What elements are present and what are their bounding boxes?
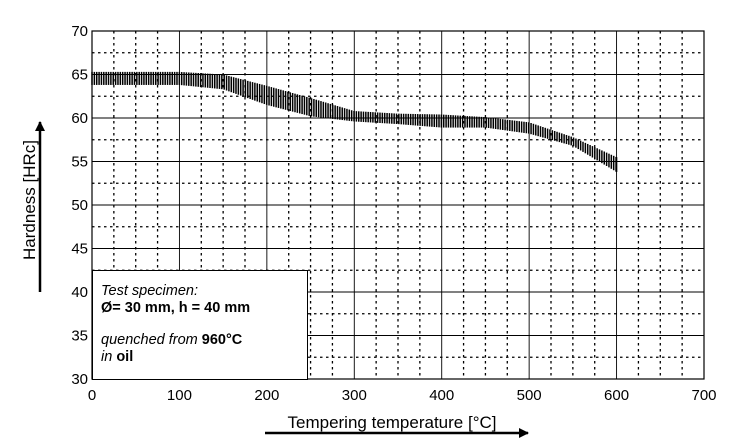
- note-dimensions: Ø= 30 mm, h = 40 mm: [101, 300, 307, 317]
- y-tick-label: 45: [71, 241, 88, 258]
- x-tick-labels: 0 100 200 300 400 500 600 700: [88, 387, 717, 404]
- x-axis-title: Tempering temperature [°C]: [288, 413, 497, 432]
- note-quench-temp: 960°C: [201, 332, 243, 348]
- y-tick-labels: 30 35 40 45 50 55 60 65 70: [71, 23, 88, 388]
- x-tick-label: 300: [342, 387, 367, 404]
- y-axis-title: Hardness [HRc]: [20, 140, 39, 260]
- y-tick-label: 50: [71, 197, 88, 214]
- x-tick-label: 700: [691, 387, 716, 404]
- x-tick-label: 400: [429, 387, 454, 404]
- note-dimensions-value: = 30 mm, h = 40 mm: [112, 300, 251, 316]
- specimen-note: Test specimen: Ø= 30 mm, h = 40 mm quenc…: [92, 270, 308, 380]
- y-tick-label: 65: [71, 67, 88, 84]
- y-tick-label: 60: [71, 110, 88, 127]
- x-tick-label: 200: [254, 387, 279, 404]
- note-quench: quenched from 960°C: [101, 332, 307, 349]
- x-tick-label: 100: [167, 387, 192, 404]
- y-tick-label: 35: [71, 328, 88, 345]
- note-quench-prefix: quenched from: [101, 332, 202, 348]
- diameter-icon: Ø: [101, 300, 113, 316]
- y-tick-label: 70: [71, 23, 88, 40]
- note-medium-prefix: in: [101, 349, 117, 365]
- x-tick-label: 600: [604, 387, 629, 404]
- y-tick-label: 40: [71, 284, 88, 301]
- hardness-band: [91, 71, 618, 172]
- note-medium: in oil: [101, 349, 307, 366]
- y-tick-label: 55: [71, 154, 88, 171]
- note-medium-value: oil: [116, 349, 134, 365]
- y-tick-label: 30: [71, 371, 88, 388]
- note-title: Test specimen:: [101, 283, 198, 299]
- plot-frame: [91, 30, 705, 380]
- x-tick-label: 0: [88, 387, 96, 404]
- x-tick-label: 500: [517, 387, 542, 404]
